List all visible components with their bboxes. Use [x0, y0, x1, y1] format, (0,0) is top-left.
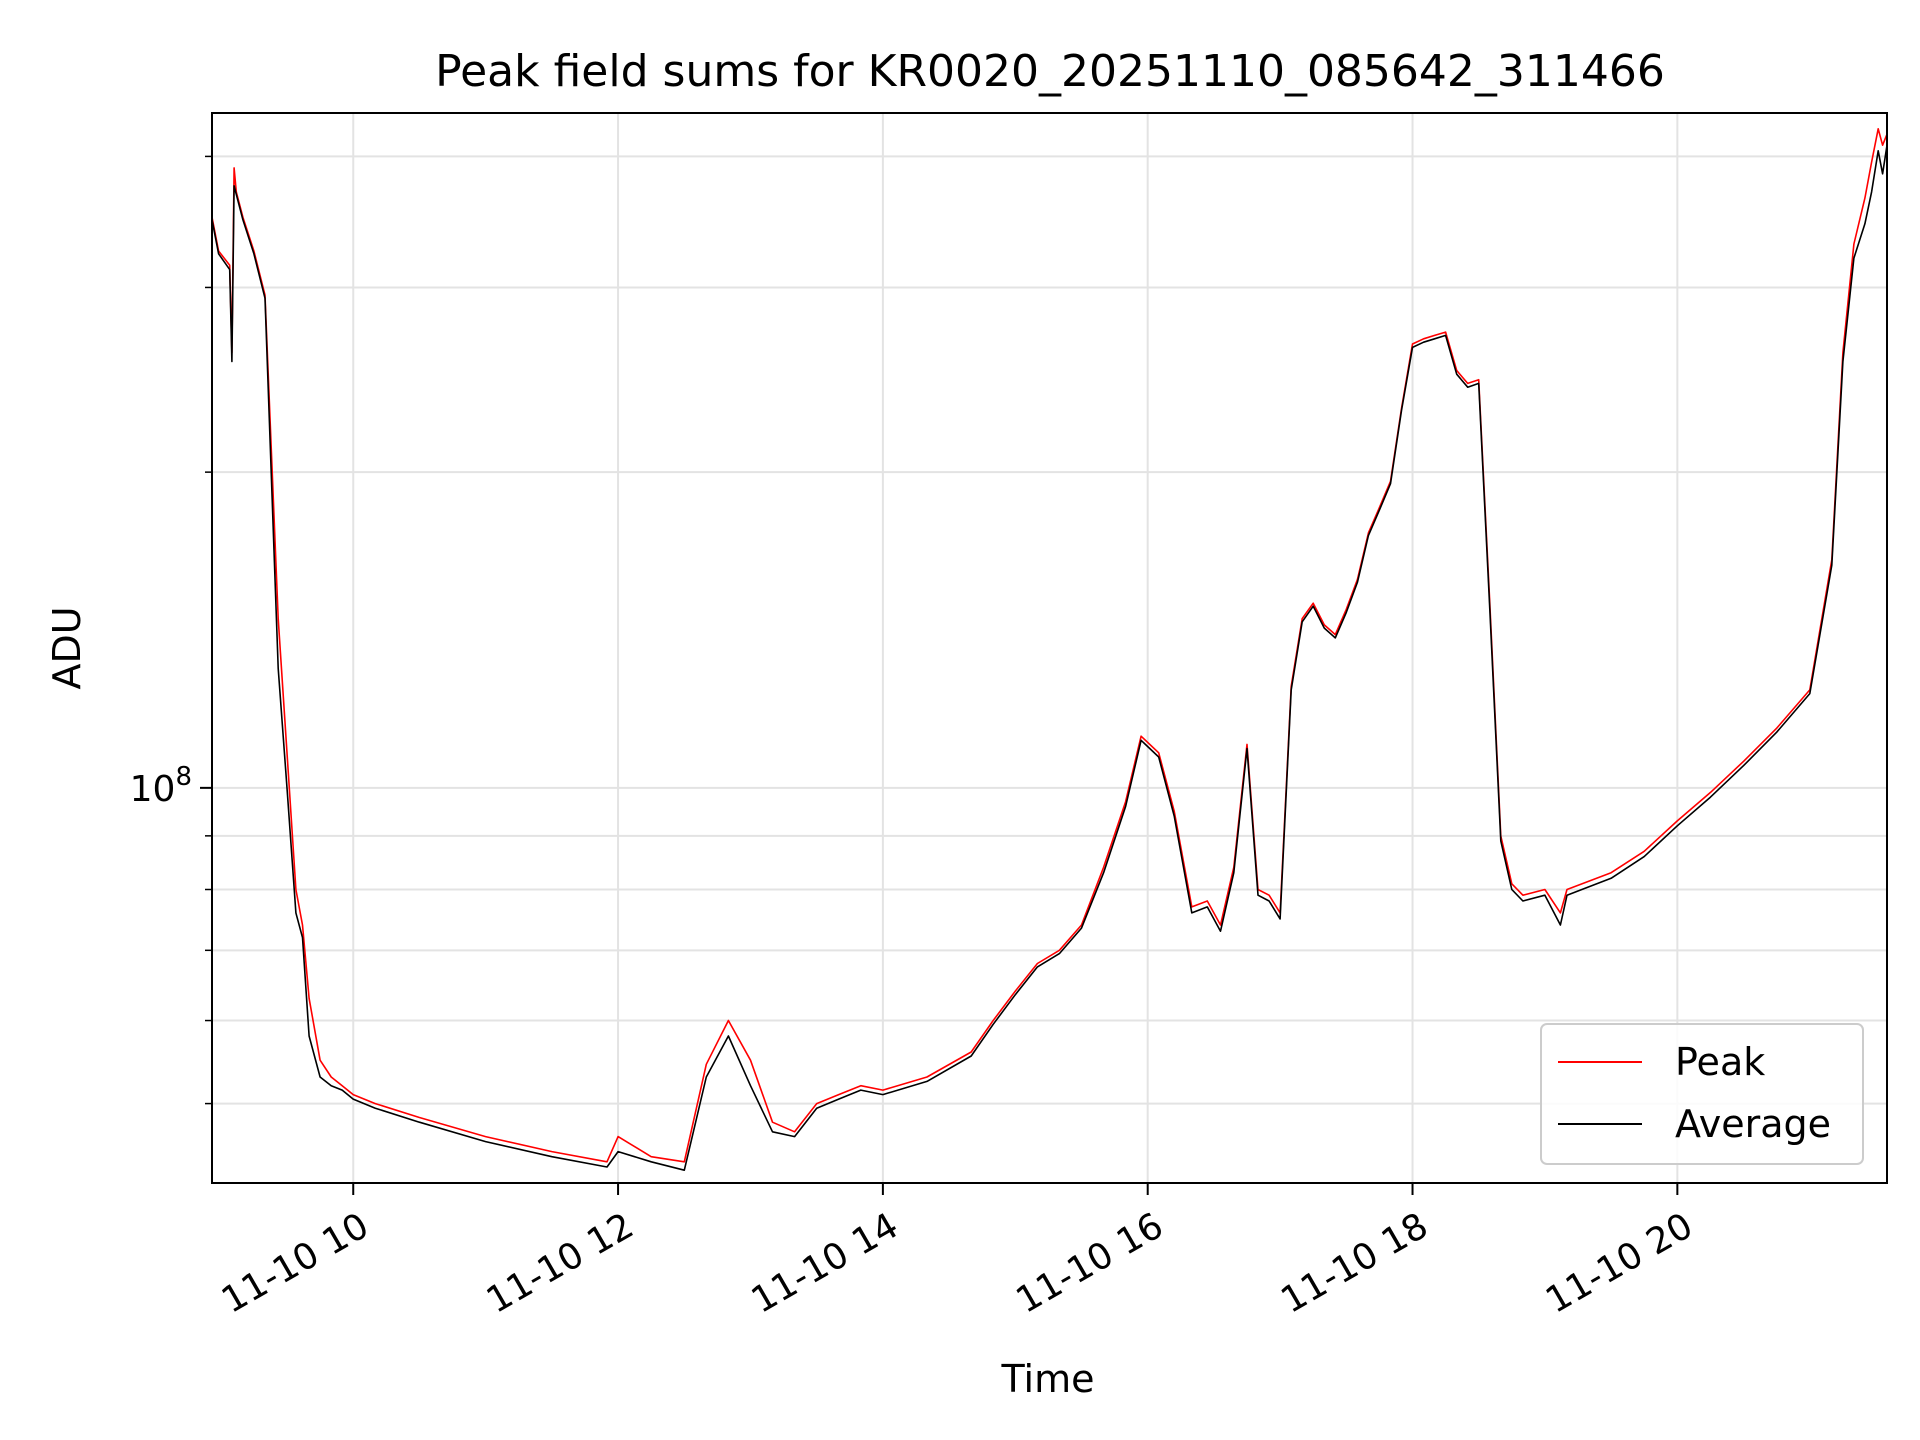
legend-box	[1540, 1023, 1864, 1165]
legend-label-average: Average	[1675, 1102, 1831, 1146]
legend-label-peak: Peak	[1675, 1040, 1765, 1084]
series-lines	[211, 128, 1888, 1171]
y-tick-label: 108	[130, 762, 192, 810]
chart-title: Peak field sums for KR0020_20251110_0856…	[435, 46, 1665, 97]
legend: Peak Average	[1540, 1023, 1864, 1165]
x-axis-label: Time	[1001, 1357, 1095, 1401]
plot-frame	[211, 112, 1888, 1184]
series-line-peak	[211, 128, 1888, 1163]
series-line-average	[211, 145, 1888, 1171]
y-axis-label: ADU	[45, 606, 89, 689]
grid	[212, 113, 1887, 1183]
